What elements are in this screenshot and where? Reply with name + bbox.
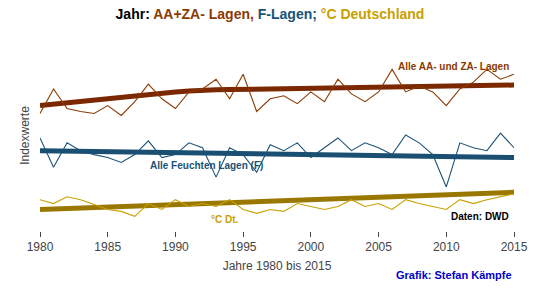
svg-text:Alle AA- und ZA- Lagen: Alle AA- und ZA- Lagen (398, 61, 509, 72)
svg-text:Grafik: Stefan Kämpfe: Grafik: Stefan Kämpfe (396, 269, 512, 281)
svg-text:1990: 1990 (162, 240, 189, 254)
svg-text:1995: 1995 (230, 240, 257, 254)
svg-text:2015: 2015 (501, 240, 528, 254)
svg-text:2010: 2010 (433, 240, 460, 254)
svg-text:Indexwerte: Indexwerte (18, 106, 32, 165)
svg-text:1980: 1980 (27, 240, 54, 254)
svg-text:2005: 2005 (365, 240, 392, 254)
svg-text:Alle Feuchten Lagen (F): Alle Feuchten Lagen (F) (150, 160, 263, 171)
svg-text:Jahr: AA+ZA- Lagen, F-Lagen; °: Jahr: AA+ZA- Lagen, F-Lagen; °C Deutschl… (116, 6, 425, 22)
svg-text:1985: 1985 (94, 240, 121, 254)
svg-text:°C Dt.: °C Dt. (211, 214, 239, 225)
svg-text:2000: 2000 (298, 240, 325, 254)
svg-text:Daten: DWD: Daten: DWD (451, 211, 509, 222)
svg-text:Jahre 1980 bis 2015: Jahre 1980 bis 2015 (223, 259, 332, 273)
